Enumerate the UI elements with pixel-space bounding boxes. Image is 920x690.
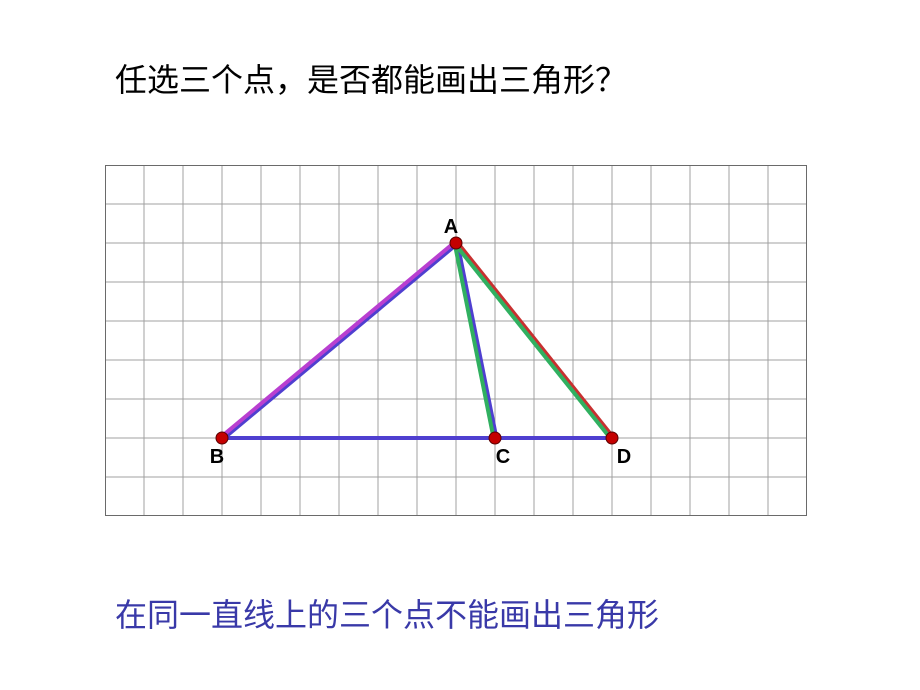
point-D bbox=[606, 432, 618, 444]
point-C bbox=[489, 432, 501, 444]
edge-AD bbox=[457, 242, 613, 437]
grid-svg: A B C D bbox=[105, 165, 807, 516]
point-A bbox=[450, 237, 462, 249]
point-label-D: D bbox=[617, 446, 631, 468]
point-label-B: B bbox=[210, 446, 224, 468]
point-label-C: C bbox=[496, 446, 510, 468]
point-label-A: A bbox=[444, 216, 458, 238]
grid-diagram: A B C D bbox=[105, 165, 807, 516]
point-B bbox=[216, 432, 228, 444]
question-text: 任选三个点，是否都能画出三角形？ bbox=[115, 55, 627, 101]
answer-text: 在同一直线上的三个点不能画出三角形 bbox=[115, 590, 659, 636]
edge-AB bbox=[223, 244, 457, 439]
edge-AC bbox=[455, 243, 494, 438]
edge-AB bbox=[221, 242, 455, 437]
